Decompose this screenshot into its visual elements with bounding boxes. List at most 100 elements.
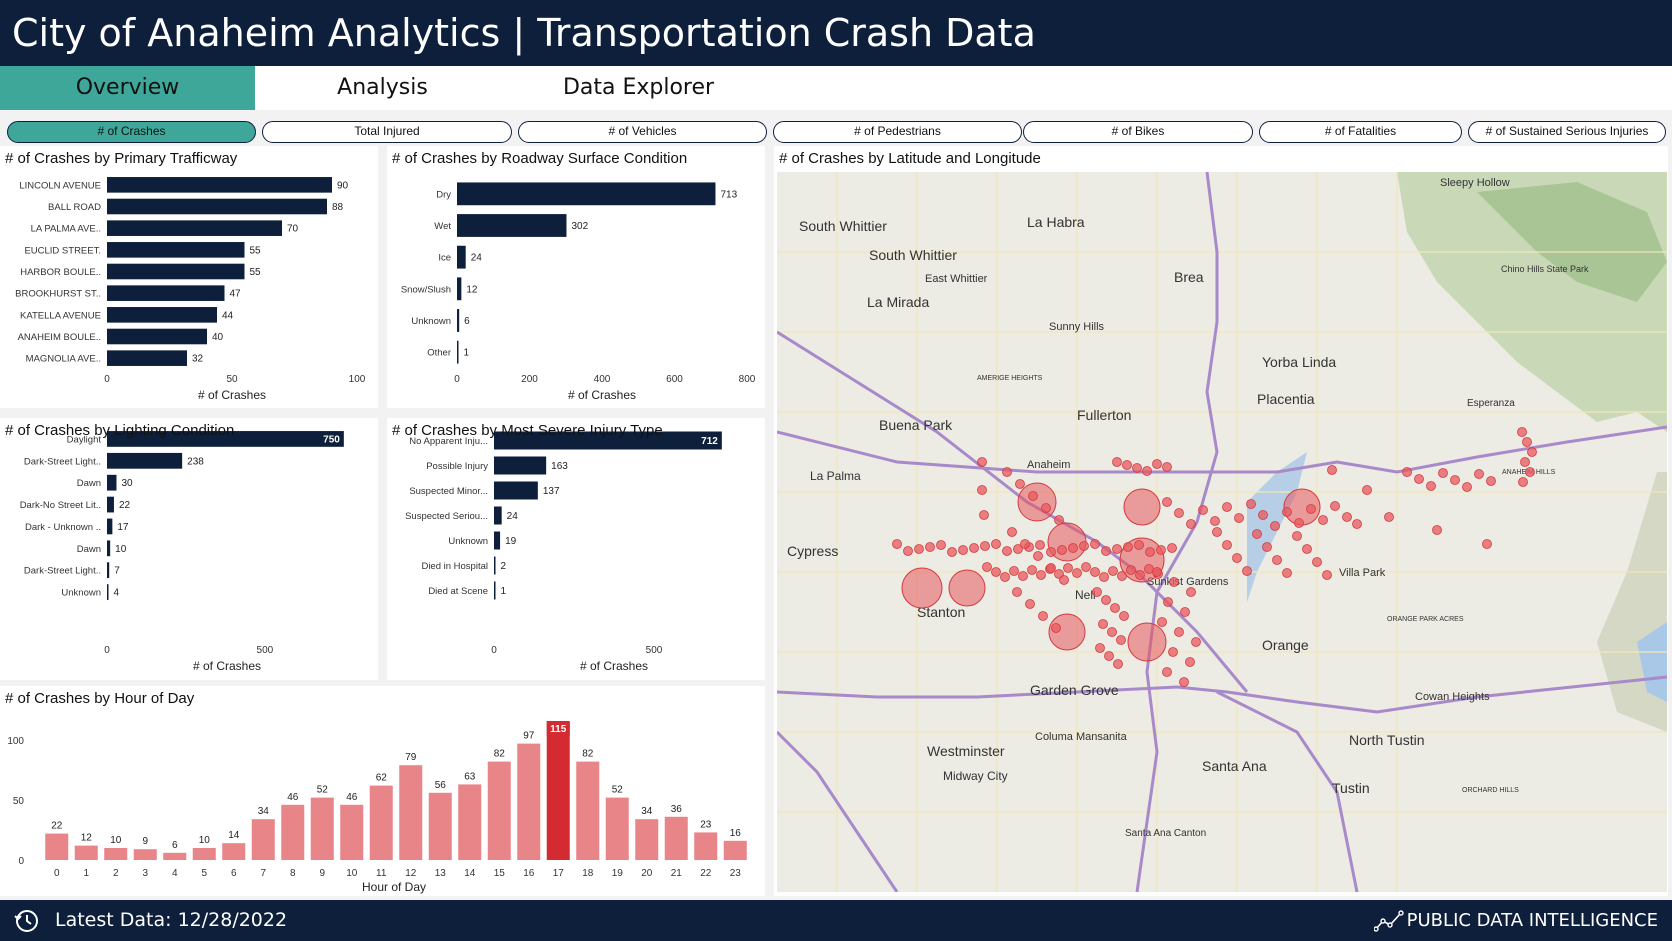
crash-bubble[interactable]: [1294, 518, 1304, 528]
bar[interactable]: [694, 832, 718, 860]
crash-bubble[interactable]: [892, 539, 902, 549]
crash-bubble[interactable]: [1079, 541, 1089, 551]
bar[interactable]: [487, 761, 511, 860]
crash-bubble[interactable]: [977, 457, 987, 467]
crash-bubble[interactable]: [1212, 527, 1222, 537]
crash-bubble[interactable]: [1306, 504, 1316, 514]
crash-bubble[interactable]: [1474, 469, 1484, 479]
crash-bubble[interactable]: [914, 544, 924, 554]
crash-bubble[interactable]: [982, 562, 992, 572]
crash-bubble[interactable]: [1185, 657, 1195, 667]
crash-bubble[interactable]: [1145, 547, 1155, 557]
crash-bubble[interactable]: [1101, 595, 1111, 605]
bar[interactable]: [428, 792, 452, 860]
crash-bubble[interactable]: [1000, 572, 1010, 582]
crash-bubble[interactable]: [1462, 482, 1472, 492]
crash-bubble[interactable]: [1162, 462, 1172, 472]
crash-bubble[interactable]: [1057, 545, 1067, 555]
crash-bubble[interactable]: [1123, 488, 1161, 526]
crash-bubble[interactable]: [1116, 635, 1126, 645]
crash-bubble[interactable]: [1163, 597, 1173, 607]
crash-bubble[interactable]: [1518, 477, 1528, 487]
crash-bubble[interactable]: [1119, 611, 1129, 621]
crash-bubble[interactable]: [1180, 607, 1190, 617]
crash-bubble[interactable]: [1002, 546, 1012, 556]
bar[interactable]: [399, 765, 423, 860]
bar[interactable]: [457, 182, 716, 206]
crash-bubble[interactable]: [925, 542, 935, 552]
bar[interactable]: [163, 852, 187, 860]
crash-bubble[interactable]: [1012, 587, 1022, 597]
crash-bubble[interactable]: [1036, 570, 1046, 580]
tab-data-explorer[interactable]: Data Explorer: [562, 75, 715, 100]
crash-bubble[interactable]: [1330, 501, 1340, 511]
crash-bubble[interactable]: [1352, 519, 1362, 529]
crash-bubble[interactable]: [1262, 542, 1272, 552]
crash-bubble[interactable]: [1234, 513, 1244, 523]
crash-bubble[interactable]: [1525, 467, 1535, 477]
pill-pedestrians[interactable]: # of Pedestrians: [773, 121, 1022, 143]
crash-bubble[interactable]: [1095, 643, 1105, 653]
bar[interactable]: [517, 743, 541, 860]
crash-bubble[interactable]: [1191, 637, 1201, 647]
crash-bubble[interactable]: [1520, 457, 1530, 467]
crash-bubble[interactable]: [1174, 627, 1184, 637]
crash-bubble[interactable]: [1157, 617, 1167, 627]
crash-bubble[interactable]: [1110, 603, 1120, 613]
crash-bubble[interactable]: [1054, 515, 1064, 525]
bar[interactable]: [457, 277, 462, 301]
crash-bubble[interactable]: [1169, 577, 1179, 587]
crash-map[interactable]: South Whittier La Habra South Whittier E…: [777, 172, 1667, 892]
crash-bubble[interactable]: [1222, 502, 1232, 512]
crash-bubble[interactable]: [1246, 499, 1256, 509]
bar[interactable]: [457, 214, 567, 237]
crash-bubble[interactable]: [1007, 527, 1017, 537]
crash-bubble[interactable]: [991, 539, 1001, 549]
crash-bubble[interactable]: [1318, 515, 1328, 525]
crash-bubble[interactable]: [1152, 459, 1162, 469]
crash-bubble[interactable]: [1009, 566, 1019, 576]
bar[interactable]: [107, 518, 113, 535]
crash-bubble[interactable]: [1162, 497, 1172, 507]
bar[interactable]: [494, 531, 501, 550]
crash-bubble[interactable]: [1051, 623, 1061, 633]
bar[interactable]: [107, 562, 110, 579]
bar[interactable]: [605, 797, 629, 860]
crash-bubble[interactable]: [1282, 507, 1292, 517]
crash-bubble[interactable]: [1027, 565, 1037, 575]
crash-bubble[interactable]: [1126, 565, 1136, 575]
bar[interactable]: [107, 584, 109, 600]
bar[interactable]: [494, 456, 547, 475]
bar[interactable]: [107, 285, 225, 301]
crash-bubble[interactable]: [1327, 465, 1337, 475]
bar[interactable]: [369, 785, 393, 860]
crash-bubble[interactable]: [1527, 447, 1537, 457]
crash-bubble[interactable]: [1270, 521, 1280, 531]
crash-bubble[interactable]: [1048, 613, 1086, 651]
crash-bubble[interactable]: [1414, 474, 1424, 484]
crash-bubble[interactable]: [1450, 475, 1460, 485]
crash-bubble[interactable]: [1210, 516, 1220, 526]
bar[interactable]: [457, 309, 460, 332]
crash-bubble[interactable]: [1025, 599, 1035, 609]
crash-bubble[interactable]: [1342, 512, 1352, 522]
pill-total-injured[interactable]: Total Injured: [262, 121, 512, 143]
crash-bubble[interactable]: [1092, 587, 1102, 597]
bar[interactable]: [107, 220, 282, 236]
crash-bubble[interactable]: [1482, 539, 1492, 549]
crash-bubble[interactable]: [1081, 562, 1091, 572]
crash-bubble[interactable]: [1018, 571, 1028, 581]
crash-bubble[interactable]: [1179, 677, 1189, 687]
crash-bubble[interactable]: [1090, 567, 1100, 577]
crash-bubble[interactable]: [1242, 566, 1252, 576]
crash-bubble[interactable]: [979, 510, 989, 520]
crash-bubble[interactable]: [1046, 547, 1056, 557]
crash-bubble[interactable]: [1041, 503, 1051, 513]
crash-bubble[interactable]: [1112, 457, 1122, 467]
bar[interactable]: [107, 198, 327, 215]
bar[interactable]: [494, 556, 496, 575]
bar[interactable]: [457, 340, 459, 364]
crash-bubble[interactable]: [980, 541, 990, 551]
crash-bubble[interactable]: [1272, 555, 1282, 565]
tab-analysis[interactable]: Analysis: [337, 75, 428, 100]
